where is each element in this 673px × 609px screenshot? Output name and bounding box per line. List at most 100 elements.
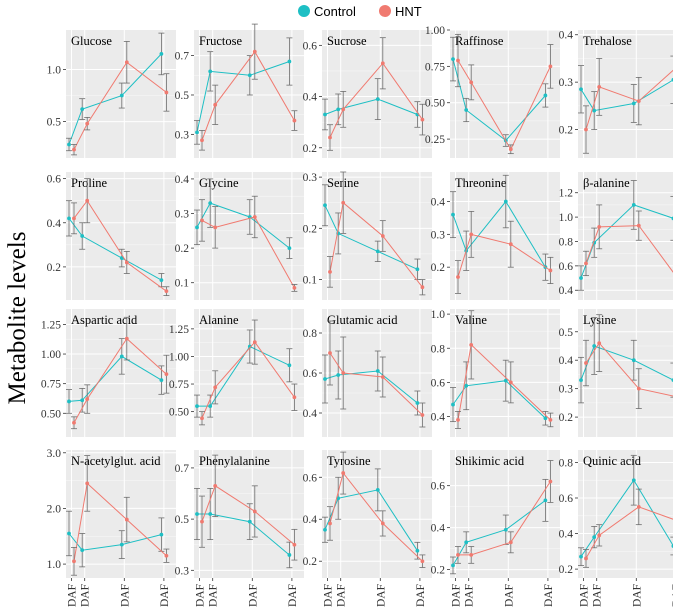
point-control [287,363,292,368]
point-control [287,59,292,64]
panel-title: Sucrose [327,34,367,48]
series-line-control [68,355,162,402]
point-control [247,519,252,524]
point-hnt [200,416,204,421]
point-hnt [548,64,553,69]
point-hnt [508,242,513,247]
y-tick-label: 0.2 [303,556,318,568]
y-tick-label: 1.00 [41,349,61,361]
series-line-hnt [73,199,167,292]
point-control [247,73,252,78]
point-hnt [200,218,204,223]
point-hnt [341,471,346,475]
panels-grid: 0.5 1.0 Glucose 0.3 0.5 0.7 Fructose 0.2 0.4 0.6 S… [41,23,673,609]
point-control [195,512,199,516]
point-control [208,512,213,516]
panel-title: Lysine [583,313,617,327]
y-tick-label: 0.4 [303,92,318,104]
point-control [375,369,380,373]
panel-glutamic-acid: 0.4 0.6 0.8 Glutamic acid [303,309,432,437]
point-control [543,416,548,421]
y-tick-label: 0.50 [425,98,445,110]
point-hnt [380,375,385,379]
point-hnt [420,559,425,564]
panel-title: Alanine [199,313,239,327]
series-line-hnt [457,343,551,421]
point-hnt [636,223,641,228]
point-control [119,93,124,98]
point-control [159,278,164,283]
series-line-hnt [329,62,423,138]
panel-raffinose: 0.25 0.50 0.75 1.00 Raffinose [425,25,560,158]
point-hnt [456,418,460,422]
y-tick-label: 0.3 [175,565,190,577]
y-tick-label: 0.5 [559,327,574,339]
point-control [503,378,508,383]
y-tick-label: 0.1 [303,275,318,287]
point-control [336,373,341,377]
point-hnt [213,385,218,390]
point-control [67,142,71,147]
y-tick-label: 0.4 [47,218,62,230]
y-tick-label: 0.3 [303,172,318,184]
series-line-hnt [73,61,167,150]
point-hnt [636,386,641,391]
panel-trehalose: 0.2 0.3 0.4 Trehalose [559,30,673,158]
series-line-control [68,533,162,551]
panel-background [578,30,673,158]
legend-hnt-label: HNT [395,4,422,19]
y-tick-label: 0.5 [175,514,190,526]
panel-glucose: 0.5 1.0 Glucose [47,30,176,158]
point-hnt [85,397,90,401]
y-tick-label: 0.4 [559,285,574,297]
point-control [464,108,469,112]
point-hnt [456,275,460,279]
x-tick-label: 3 DAF [67,584,79,609]
point-control [119,354,124,359]
y-tick-label: 1.00 [169,351,189,363]
point-hnt [124,260,129,265]
point-hnt [85,121,90,126]
point-hnt [469,232,474,237]
panel-alanine: 0.4 0.6 0.8 1.0 1.2 β-alanine [559,172,673,300]
y-tick-label: 0.3 [431,229,446,241]
point-hnt [469,553,474,557]
point-control [592,535,597,540]
y-tick-label: 0.5 [175,90,190,102]
point-hnt [124,60,129,65]
point-hnt [341,107,346,112]
y-tick-label: 1.0 [431,309,446,321]
series-line-control [68,53,162,145]
series-line-hnt [457,60,551,151]
y-tick-label: 0.8 [559,457,574,469]
panel-phenylalanine: 0.3 0.5 0.7 Phenylalanine 3 DAF 4 DAF 7 DAF 10 … [175,450,304,609]
y-tick-label: 0.5 [47,117,62,129]
y-tick-label: 1.2 [559,188,574,200]
point-control [119,256,124,260]
x-tick-label: 10 DAF [287,584,299,609]
point-control [543,498,548,503]
y-tick-label: 0.4 [175,174,190,186]
point-hnt [456,553,460,557]
panel-title: Fructose [199,34,243,48]
point-control [323,377,327,381]
point-hnt [200,519,204,524]
series-line-hnt [329,472,423,562]
point-control [67,399,71,404]
x-tick-label: 10 DAF [415,584,427,609]
series-line-hnt [73,337,167,424]
panel-aspartic-acid: 0.50 0.75 1.00 1.25 Aspartic acid [41,309,176,437]
point-control [159,532,164,537]
panel-title: N-acetylglut. acid [71,454,161,468]
point-hnt [252,509,257,514]
panel-glycine: 0.1 0.2 0.3 0.4 Glycine [175,172,304,300]
point-hnt [420,285,425,290]
panel-title: Phenylalanine [199,454,270,468]
panel-title: Threonine [455,176,507,190]
panel-title: Raffinose [455,34,504,48]
x-tick-label: 7 DAF [375,584,387,609]
point-control [503,199,508,204]
point-hnt [124,336,129,341]
